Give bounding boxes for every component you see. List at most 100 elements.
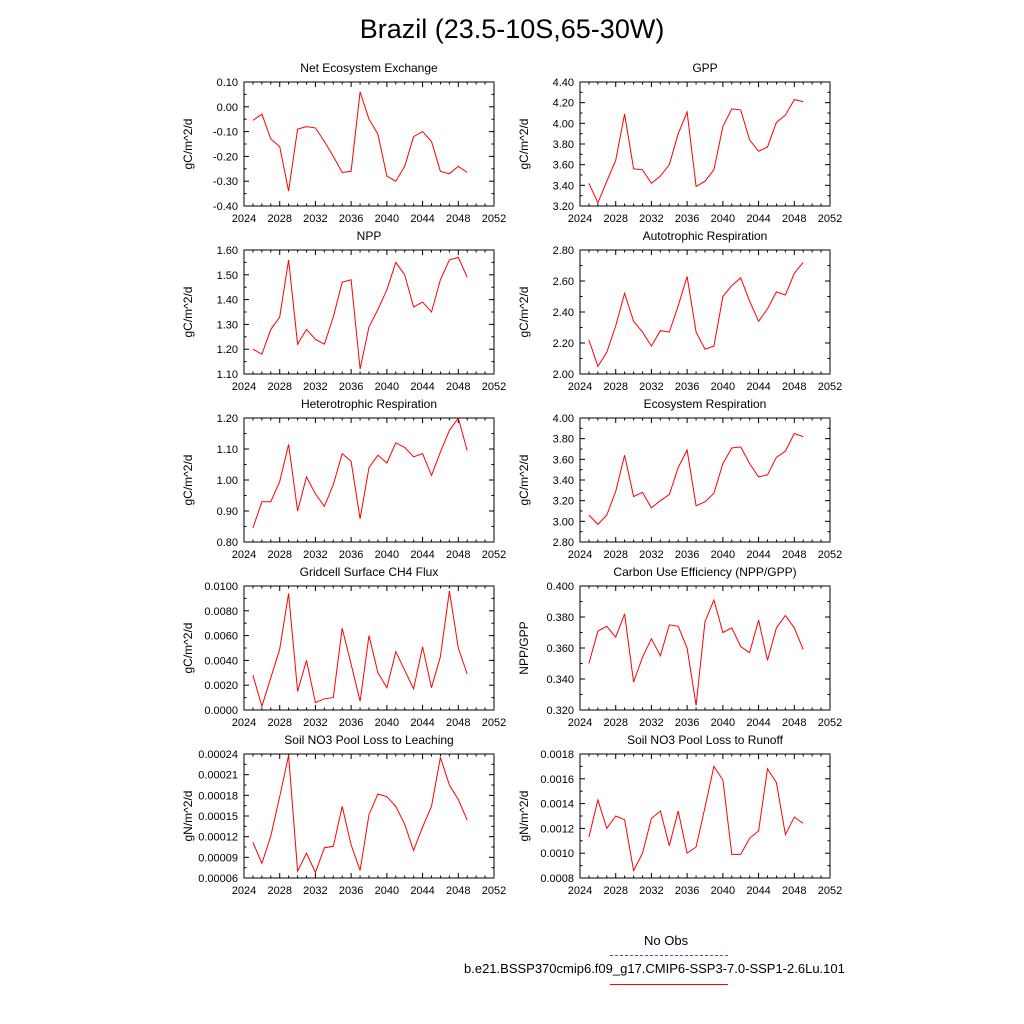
x-tick-label: 2032 (303, 717, 327, 729)
plot-frame (243, 417, 495, 543)
plot-frame (579, 81, 831, 207)
y-tick-label: 0.0016 (540, 774, 574, 786)
y-tick-label: 0.00021 (198, 770, 238, 782)
x-tick-label: 2040 (375, 549, 399, 561)
y-tick-label: 0.00018 (198, 790, 238, 802)
y-axis-label: gC/m^2/d (181, 623, 195, 674)
x-tick-label: 2028 (603, 717, 627, 729)
chart-panel: 2024 2028 2032 2036 2040 2044 2048 2052 4.40 4.20… (517, 61, 842, 225)
y-tick-label: 0.0060 (204, 631, 238, 643)
x-tick-label: 2040 (375, 213, 399, 225)
series-line (252, 590, 468, 709)
y-tick-label: 4.00 (553, 413, 574, 425)
figure-title: Brazil (23.5-10S,65-30W) (359, 14, 665, 44)
y-tick-label: 1.10 (217, 444, 238, 456)
y-tick-label: 2.40 (553, 307, 574, 319)
y-tick-label: 4.00 (553, 118, 574, 130)
y-tick-label: 3.40 (553, 475, 574, 487)
y-tick-label: 1.20 (217, 413, 238, 425)
series-line (252, 91, 468, 192)
series-line (588, 432, 804, 526)
x-tick-label: 2024 (568, 717, 592, 729)
x-tick-label: 2036 (675, 213, 699, 225)
x-tick-label: 2044 (410, 717, 434, 729)
x-tick-label: 2024 (568, 213, 592, 225)
series-line (588, 598, 804, 706)
x-tick-label: 2044 (746, 885, 770, 897)
plot-frame (243, 81, 495, 207)
x-tick-label: 2048 (446, 717, 470, 729)
x-tick-label: 2040 (375, 381, 399, 393)
y-tick-label: 1.60 (217, 245, 238, 257)
x-tick-label: 2044 (410, 885, 434, 897)
y-axis-label: gC/m^2/d (517, 287, 531, 338)
x-tick-label: 2052 (818, 717, 842, 729)
panel-title: Soil NO3 Pool Loss to Runoff (627, 733, 784, 747)
y-tick-label: 2.00 (553, 369, 574, 381)
x-tick-label: 2044 (410, 549, 434, 561)
plot-frame (579, 249, 831, 375)
y-axis-label: gC/m^2/d (517, 455, 531, 506)
x-tick-label: 2048 (446, 381, 470, 393)
panel-title: Heterotrophic Respiration (301, 397, 437, 411)
x-tick-label: 2036 (339, 885, 363, 897)
chart-panel: 2024 2028 2032 2036 2040 2044 2048 2052 4.00 3.80… (517, 397, 842, 561)
y-axis-label: gN/m^2/d (517, 791, 531, 842)
panel-title: Gridcell Surface CH4 Flux (300, 565, 439, 579)
x-tick-label: 2032 (303, 213, 327, 225)
x-tick-label: 2032 (639, 381, 663, 393)
x-tick-label: 2032 (639, 885, 663, 897)
y-axis-label: gN/m^2/d (181, 791, 195, 842)
y-tick-label: 0.10 (217, 77, 238, 89)
y-tick-label: 0.360 (546, 643, 574, 655)
y-tick-label: 0.400 (546, 581, 574, 593)
chart-panel: 2024 2028 2032 2036 2040 2044 2048 2052 1.60 1.50… (181, 229, 506, 393)
y-tick-label: 3.00 (553, 516, 574, 528)
x-tick-label: 2052 (818, 549, 842, 561)
x-tick-label: 2052 (482, 885, 506, 897)
series-line (252, 755, 468, 874)
x-tick-label: 2052 (482, 213, 506, 225)
x-tick-label: 2024 (568, 381, 592, 393)
y-tick-label: 1.00 (217, 475, 238, 487)
panel-title: Autotrophic Respiration (643, 229, 768, 243)
x-tick-label: 2048 (782, 213, 806, 225)
y-tick-label: 0.00012 (198, 832, 238, 844)
x-tick-label: 2044 (746, 213, 770, 225)
chart-panel: 2024 2028 2032 2036 2040 2044 2048 2052 0.00024 0… (181, 733, 506, 897)
x-tick-label: 2044 (410, 381, 434, 393)
x-tick-label: 2036 (675, 885, 699, 897)
y-tick-label: 3.20 (553, 201, 574, 213)
x-tick-label: 2032 (639, 213, 663, 225)
series-line (588, 99, 804, 205)
x-tick-label: 2036 (339, 717, 363, 729)
y-tick-label: 1.20 (217, 344, 238, 356)
x-tick-label: 2028 (267, 717, 291, 729)
x-tick-label: 2032 (303, 885, 327, 897)
x-tick-label: 2040 (375, 717, 399, 729)
x-tick-label: 2044 (746, 717, 770, 729)
x-tick-label: 2032 (303, 381, 327, 393)
y-tick-label: 3.20 (553, 496, 574, 508)
legend-case-label: b.e21.BSSP370cmip6.f09_g17.CMIP6-SSP3-7.… (464, 961, 845, 976)
y-tick-label: 0.0000 (204, 705, 238, 717)
y-tick-label: 0.80 (217, 537, 238, 549)
x-tick-label: 2024 (232, 549, 256, 561)
x-tick-label: 2024 (232, 213, 256, 225)
x-tick-label: 2028 (603, 549, 627, 561)
y-tick-label: 0.0010 (540, 848, 574, 860)
y-tick-label: 0.00015 (198, 811, 238, 823)
y-tick-label: 4.40 (553, 77, 574, 89)
legend-obs-line (610, 955, 728, 956)
x-tick-label: 2040 (711, 885, 735, 897)
x-tick-label: 2028 (267, 549, 291, 561)
x-tick-label: 2028 (267, 885, 291, 897)
chart-panel: 2024 2028 2032 2036 2040 2044 2048 2052 0.0018 0.… (517, 733, 842, 897)
x-tick-label: 2044 (746, 549, 770, 561)
y-tick-label: 3.60 (553, 160, 574, 172)
x-tick-label: 2048 (782, 885, 806, 897)
x-tick-label: 2040 (375, 885, 399, 897)
plot-frame (579, 585, 831, 711)
y-tick-label: 2.20 (553, 338, 574, 350)
plot-frame (579, 753, 831, 879)
